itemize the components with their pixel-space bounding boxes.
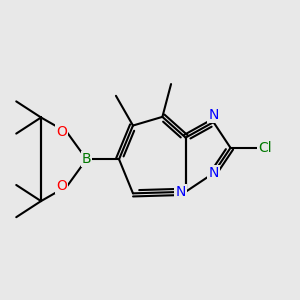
Text: B: B bbox=[82, 152, 91, 166]
Text: O: O bbox=[56, 125, 67, 140]
Text: O: O bbox=[56, 179, 67, 193]
Text: N: N bbox=[175, 185, 186, 199]
Text: N: N bbox=[208, 108, 219, 122]
Text: N: N bbox=[208, 166, 219, 180]
Text: Cl: Cl bbox=[258, 141, 272, 155]
